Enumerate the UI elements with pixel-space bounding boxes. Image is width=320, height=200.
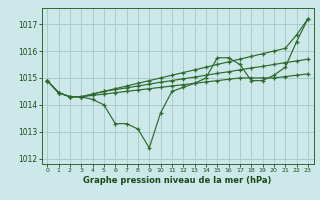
X-axis label: Graphe pression niveau de la mer (hPa): Graphe pression niveau de la mer (hPa) [84,176,272,185]
